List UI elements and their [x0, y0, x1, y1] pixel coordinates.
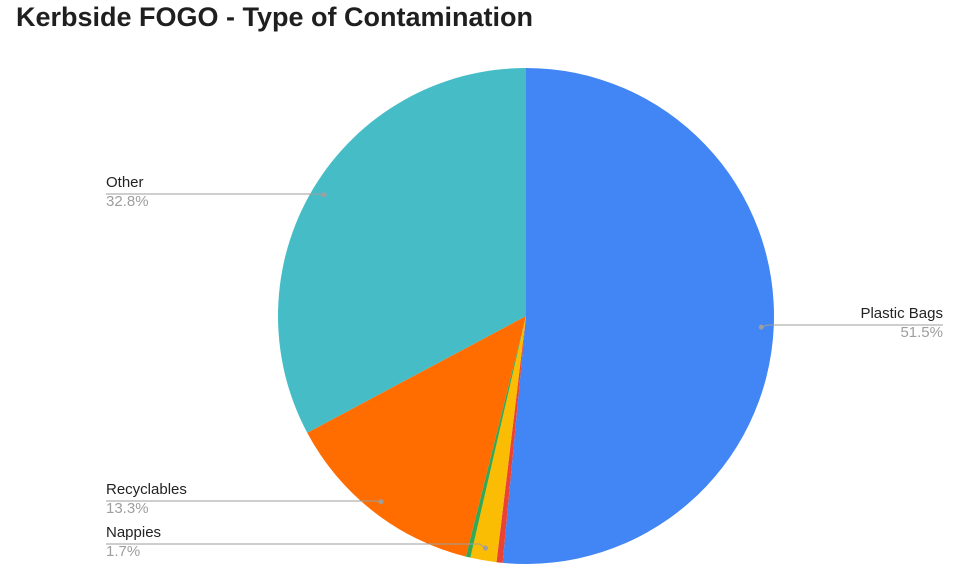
pie-slices	[278, 68, 774, 565]
pie-slice-unlabeled-1	[496, 316, 526, 563]
label-nappies: Nappies	[106, 524, 161, 541]
pie-leader-lines	[106, 192, 943, 551]
value-label-recyclables: 13.3%	[106, 500, 149, 517]
pie-slice-recyclables	[307, 316, 526, 557]
label-recyclables: Recyclables	[106, 481, 187, 498]
leader-dot-nappies	[483, 545, 488, 551]
pie-slice-unlabeled-3	[465, 316, 526, 558]
pie-labels: Plastic Bags 51.5% Nappies 1.7% Recyclables 1…	[106, 174, 943, 560]
label-other: Other	[106, 174, 144, 191]
pie-slice-plastic-bags	[502, 68, 774, 565]
leader-dot-plastic-bags	[758, 324, 764, 330]
label-plastic-bags: Plastic Bags	[860, 305, 943, 322]
value-label-plastic-bags: 51.5%	[900, 324, 943, 341]
pie-slice-nappies	[470, 316, 526, 563]
pie-slice-other	[278, 68, 526, 433]
value-label-other: 32.8%	[106, 193, 149, 210]
leader-dot-other	[321, 192, 327, 198]
leader-dot-recyclables	[378, 499, 384, 505]
chart-title: Kerbside FOGO - Type of Contamination	[16, 2, 534, 32]
leader-line-nappies	[106, 543, 486, 549]
value-label-nappies: 1.7%	[106, 543, 140, 560]
